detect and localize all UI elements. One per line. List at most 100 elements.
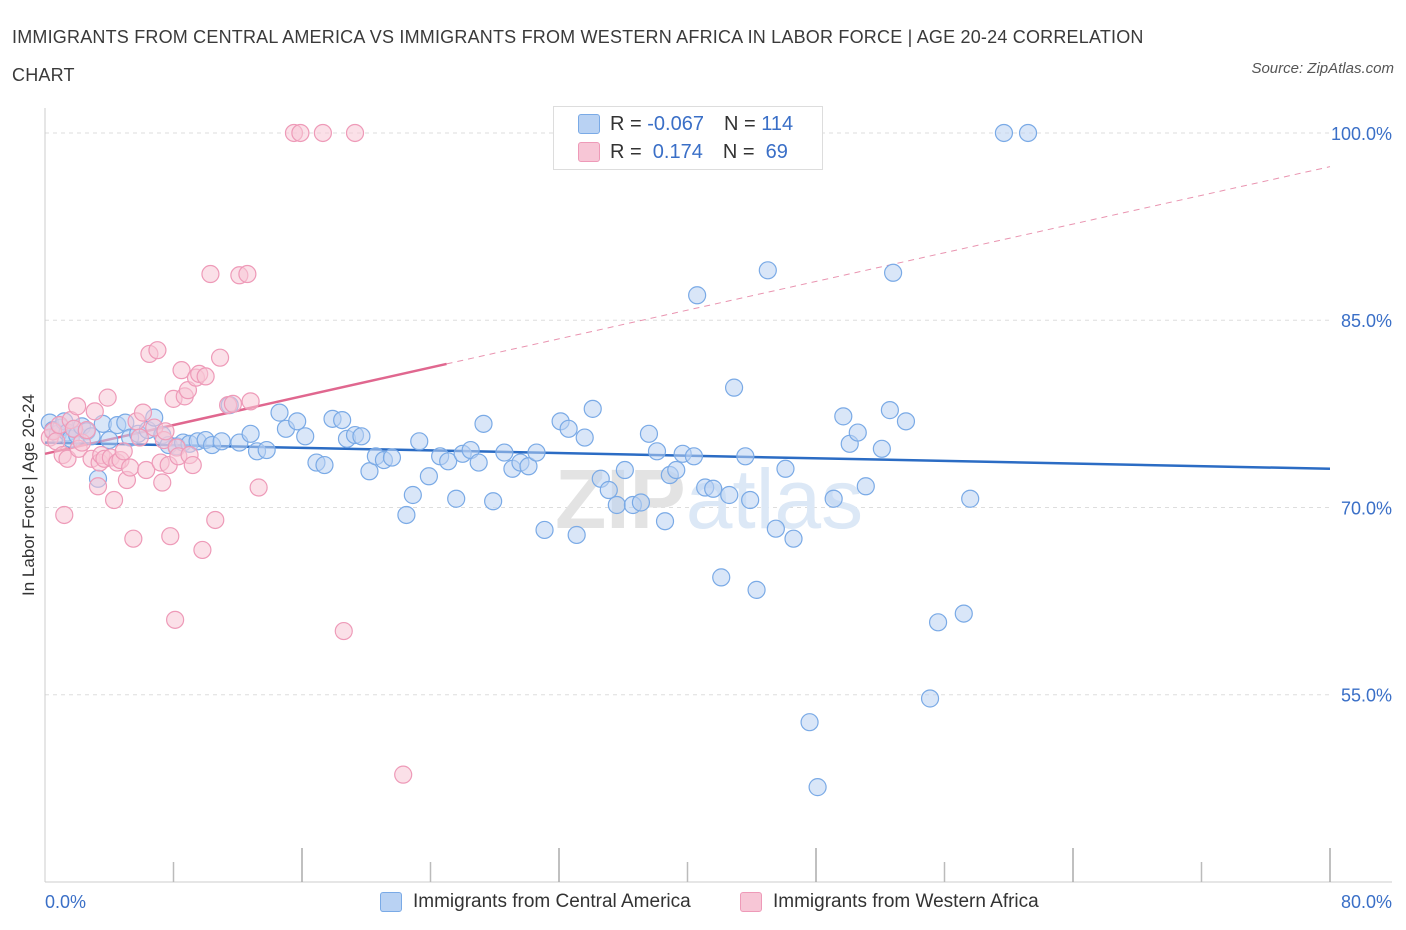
point-central-america [270, 403, 289, 422]
point-western-africa [238, 264, 257, 284]
point-central-america [615, 460, 634, 480]
data-points [40, 123, 1038, 797]
point-central-america [288, 412, 307, 431]
point-western-africa [345, 123, 365, 143]
point-western-africa [137, 460, 156, 480]
point-western-africa [196, 367, 215, 386]
watermark: ZIPatlas [555, 452, 863, 546]
legend-swatch-blue [380, 892, 402, 912]
point-western-africa [223, 394, 243, 413]
point-central-america [647, 442, 667, 461]
point-western-africa [161, 527, 180, 546]
point-western-africa [334, 621, 353, 641]
point-central-america [333, 410, 352, 430]
point-central-america [607, 495, 626, 515]
point-central-america [880, 401, 899, 420]
axes [44, 108, 1392, 883]
point-western-africa [85, 402, 104, 421]
point-western-africa [130, 428, 149, 447]
y-tick-label: 100.0% [1331, 124, 1392, 144]
r-value: -0.067 [647, 113, 704, 135]
point-central-america [599, 480, 618, 500]
x-tick-label: 0.0% [45, 892, 86, 912]
point-central-america [834, 407, 853, 426]
point-central-america [212, 432, 231, 451]
point-central-america [469, 453, 488, 472]
point-central-america [382, 448, 402, 467]
point-central-america [766, 519, 785, 538]
point-central-america [928, 613, 948, 632]
n-label: N = [723, 113, 762, 135]
chart-title: IMMIGRANTS FROM CENTRAL AMERICA VS IMMIG… [12, 27, 1144, 85]
point-central-america [808, 778, 827, 797]
point-central-america [296, 427, 315, 446]
point-central-america [439, 452, 458, 471]
point-central-america [352, 427, 371, 446]
point-central-america [583, 399, 602, 418]
point-western-africa [172, 361, 191, 380]
point-western-africa [114, 442, 133, 461]
point-central-america [360, 462, 379, 481]
stats-row-western-africa: R = 0.174 N = 69 [578, 139, 788, 165]
point-central-america [776, 459, 795, 478]
trend-lines [44, 166, 1331, 471]
point-central-america [631, 493, 651, 512]
point-central-america [704, 479, 723, 498]
point-central-america [474, 414, 493, 433]
point-western-africa [156, 422, 175, 441]
point-central-america [954, 604, 973, 623]
source-credit: Source: ZipAtlas.com [1251, 60, 1394, 77]
point-central-america [639, 424, 659, 443]
point-central-america [575, 428, 594, 447]
point-western-africa [249, 478, 268, 497]
point-central-america [527, 443, 546, 462]
n-label: N = [722, 141, 761, 163]
point-central-america [403, 485, 422, 505]
point-central-america [419, 467, 438, 486]
point-central-america [397, 505, 416, 525]
point-western-africa [68, 397, 87, 416]
point-central-america [100, 430, 119, 450]
r-label: R = [610, 141, 648, 163]
point-western-africa [183, 455, 202, 475]
point-central-america [747, 580, 766, 599]
point-central-america [720, 485, 739, 505]
point-central-america [559, 419, 578, 438]
point-western-africa [148, 341, 167, 360]
point-western-africa [104, 490, 124, 510]
point-central-america [712, 568, 731, 587]
point-central-america [567, 525, 586, 545]
point-western-africa [124, 529, 143, 548]
point-western-africa [241, 392, 260, 411]
point-central-america [667, 460, 686, 480]
y-tick-label: 55.0% [1341, 686, 1392, 706]
point-central-america [484, 492, 503, 511]
point-central-america [883, 263, 903, 282]
point-western-africa [153, 473, 172, 492]
point-central-america [758, 261, 777, 280]
point-western-africa [193, 540, 212, 560]
point-western-africa [121, 458, 140, 477]
n-value: 69 [760, 141, 788, 163]
point-western-africa [166, 610, 185, 629]
point-central-america [315, 455, 334, 475]
point-central-america [961, 489, 980, 508]
point-central-america [410, 432, 429, 451]
legend-swatch-pink [578, 142, 600, 162]
point-central-america [994, 123, 1014, 143]
point-western-africa [394, 765, 413, 784]
point-central-america [848, 423, 867, 442]
gridlines [45, 132, 1330, 696]
point-central-america [920, 689, 940, 708]
point-western-africa [55, 505, 74, 525]
point-western-africa [98, 388, 117, 407]
point-central-america [519, 457, 538, 476]
point-western-africa [313, 123, 332, 143]
legend-swatch-blue [578, 114, 600, 134]
point-central-america [872, 439, 891, 458]
point-central-america [856, 477, 875, 496]
point-western-africa [206, 510, 225, 530]
point-central-america [495, 443, 514, 462]
point-western-africa [133, 403, 153, 422]
